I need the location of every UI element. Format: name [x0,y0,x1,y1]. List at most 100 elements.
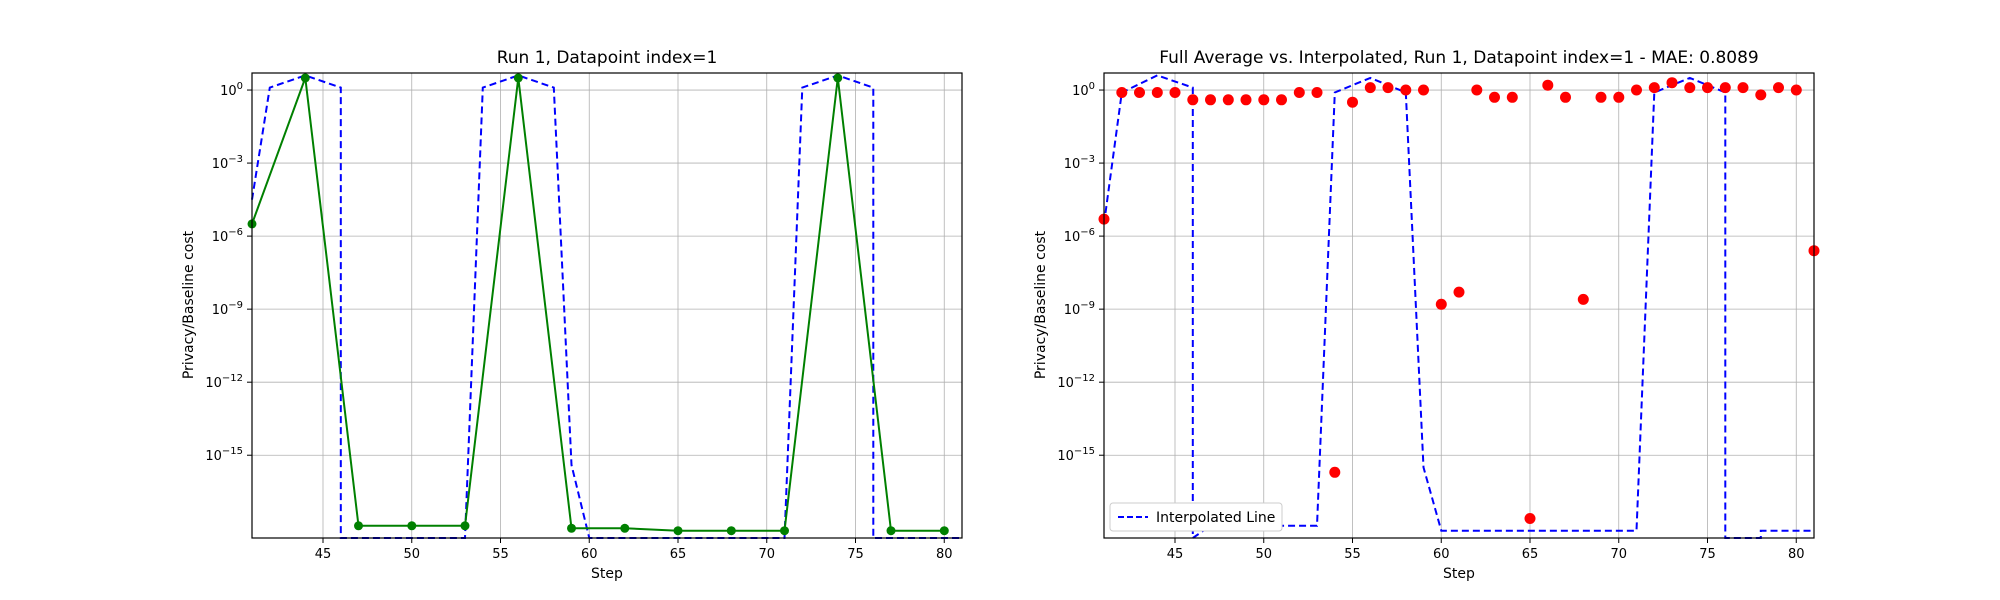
y-tick-label: 10−3 [212,154,243,172]
legend-box [1109,502,1283,532]
red-data-point [1755,89,1767,101]
red-data-point [1489,91,1500,103]
red-data-point [1577,293,1589,305]
red-data-point [1205,94,1216,106]
red-data-point [1400,84,1412,96]
left-xticks: 45 50 55 60 65 70 75 80 [315,538,953,562]
red-data-point [1524,513,1536,524]
red-data-point [1151,87,1163,98]
red-data-point [1347,96,1358,108]
green-data-point [300,73,310,83]
left-chart: Run 1, Datapoint index=1 45 50 55 60 65 70 75 8… [181,48,963,582]
red-data-point [1719,82,1731,94]
right-grid [1104,73,1814,538]
green-data-point [620,523,630,533]
x-tick-label: 70 [1610,547,1627,562]
red-data-point [1631,84,1642,96]
left-yticks: 100 10−3 10−6 10−9 10−12 10−15 [205,81,252,464]
left-grid [252,73,962,538]
green-data-point [886,526,896,536]
red-data-point [1471,84,1483,96]
right-chart: Full Average vs. Interpolated, Run 1, Da… [1033,48,1820,582]
right-legend: Interpolated Line [1109,502,1283,532]
red-data-point [1311,87,1323,98]
green-data-point [407,521,417,531]
left-series [247,73,962,539]
red-data-point [1169,87,1181,98]
red-data-point [1737,82,1749,94]
red-data-point [1258,94,1270,106]
y-tick-label: 10−15 [1057,446,1095,464]
red-data-point [1134,87,1145,98]
x-tick-label: 50 [403,547,420,562]
left-x-axis-label: Step [591,566,623,582]
right-xticks: 45 50 55 60 65 70 75 80 [1167,538,1805,562]
interpolated-dashed-line [1103,74,1814,540]
right-y-axis-label: Privacy/Baseline cost [1033,230,1049,379]
green-data-point [460,521,470,531]
red-data-point [1435,298,1447,310]
green-data-point [513,73,523,83]
x-tick-label: 50 [1255,547,1272,562]
x-tick-label: 80 [936,547,953,562]
y-tick-label: 10−12 [205,373,243,391]
y-tick-label: 10−12 [1057,373,1095,391]
y-tick-label: 10−9 [212,300,243,318]
green-data-point [567,523,576,533]
x-tick-label: 60 [1433,547,1450,562]
red-data-point [1702,82,1713,94]
red-data-point [1276,94,1287,106]
right-yticks: 100 10−3 10−6 10−9 10−12 10−15 [1057,81,1104,464]
x-tick-label: 75 [847,547,864,562]
red-data-point [1648,82,1660,94]
x-tick-label: 55 [492,547,509,562]
y-tick-label: 100 [220,81,243,99]
x-tick-label: 80 [1788,547,1805,562]
x-tick-label: 70 [758,547,775,562]
red-data-point [1329,466,1341,478]
red-data-point [1187,94,1199,106]
x-tick-label: 75 [1699,547,1716,562]
red-data-point [1222,94,1234,106]
red-data-point [1418,84,1429,96]
right-x-axis-label: Step [1443,566,1475,582]
green-data-point [939,526,949,536]
x-tick-label: 65 [670,547,687,562]
red-data-point [1293,87,1305,98]
red-data-point [1382,82,1394,94]
x-tick-label: 55 [1344,547,1361,562]
y-tick-label: 10−9 [1064,300,1095,318]
left-y-axis-label: Privacy/Baseline cost [181,230,197,379]
red-data-point [1240,94,1252,106]
red-data-point [1560,91,1571,103]
x-tick-label: 60 [581,547,598,562]
red-data-point [1453,286,1465,298]
green-data-point [726,526,736,536]
red-data-point [1613,91,1625,103]
green-series-line [251,77,945,532]
y-tick-label: 10−6 [212,227,243,245]
red-data-point [1364,82,1376,94]
red-data-point [1684,82,1696,94]
y-tick-label: 10−15 [205,446,243,464]
green-data-point [780,526,789,536]
red-data-point [1116,87,1128,98]
green-data-point [673,526,683,536]
interpolated-dashed-line [251,74,962,539]
x-tick-label: 45 [315,547,332,562]
y-tick-label: 10−6 [1064,227,1095,245]
red-data-point [1542,79,1554,91]
left-chart-title: Run 1, Datapoint index=1 [497,48,718,68]
red-data-point [1666,77,1678,89]
x-tick-label: 45 [1167,547,1184,562]
x-tick-label: 65 [1522,547,1539,562]
right-series [1098,74,1820,540]
right-plot-frame [1103,72,1815,539]
y-tick-label: 100 [1072,81,1095,99]
red-data-point [1595,91,1607,103]
red-data-point [1506,91,1518,103]
y-tick-label: 10−3 [1064,154,1095,172]
legend-label: Interpolated Line [1156,510,1275,526]
